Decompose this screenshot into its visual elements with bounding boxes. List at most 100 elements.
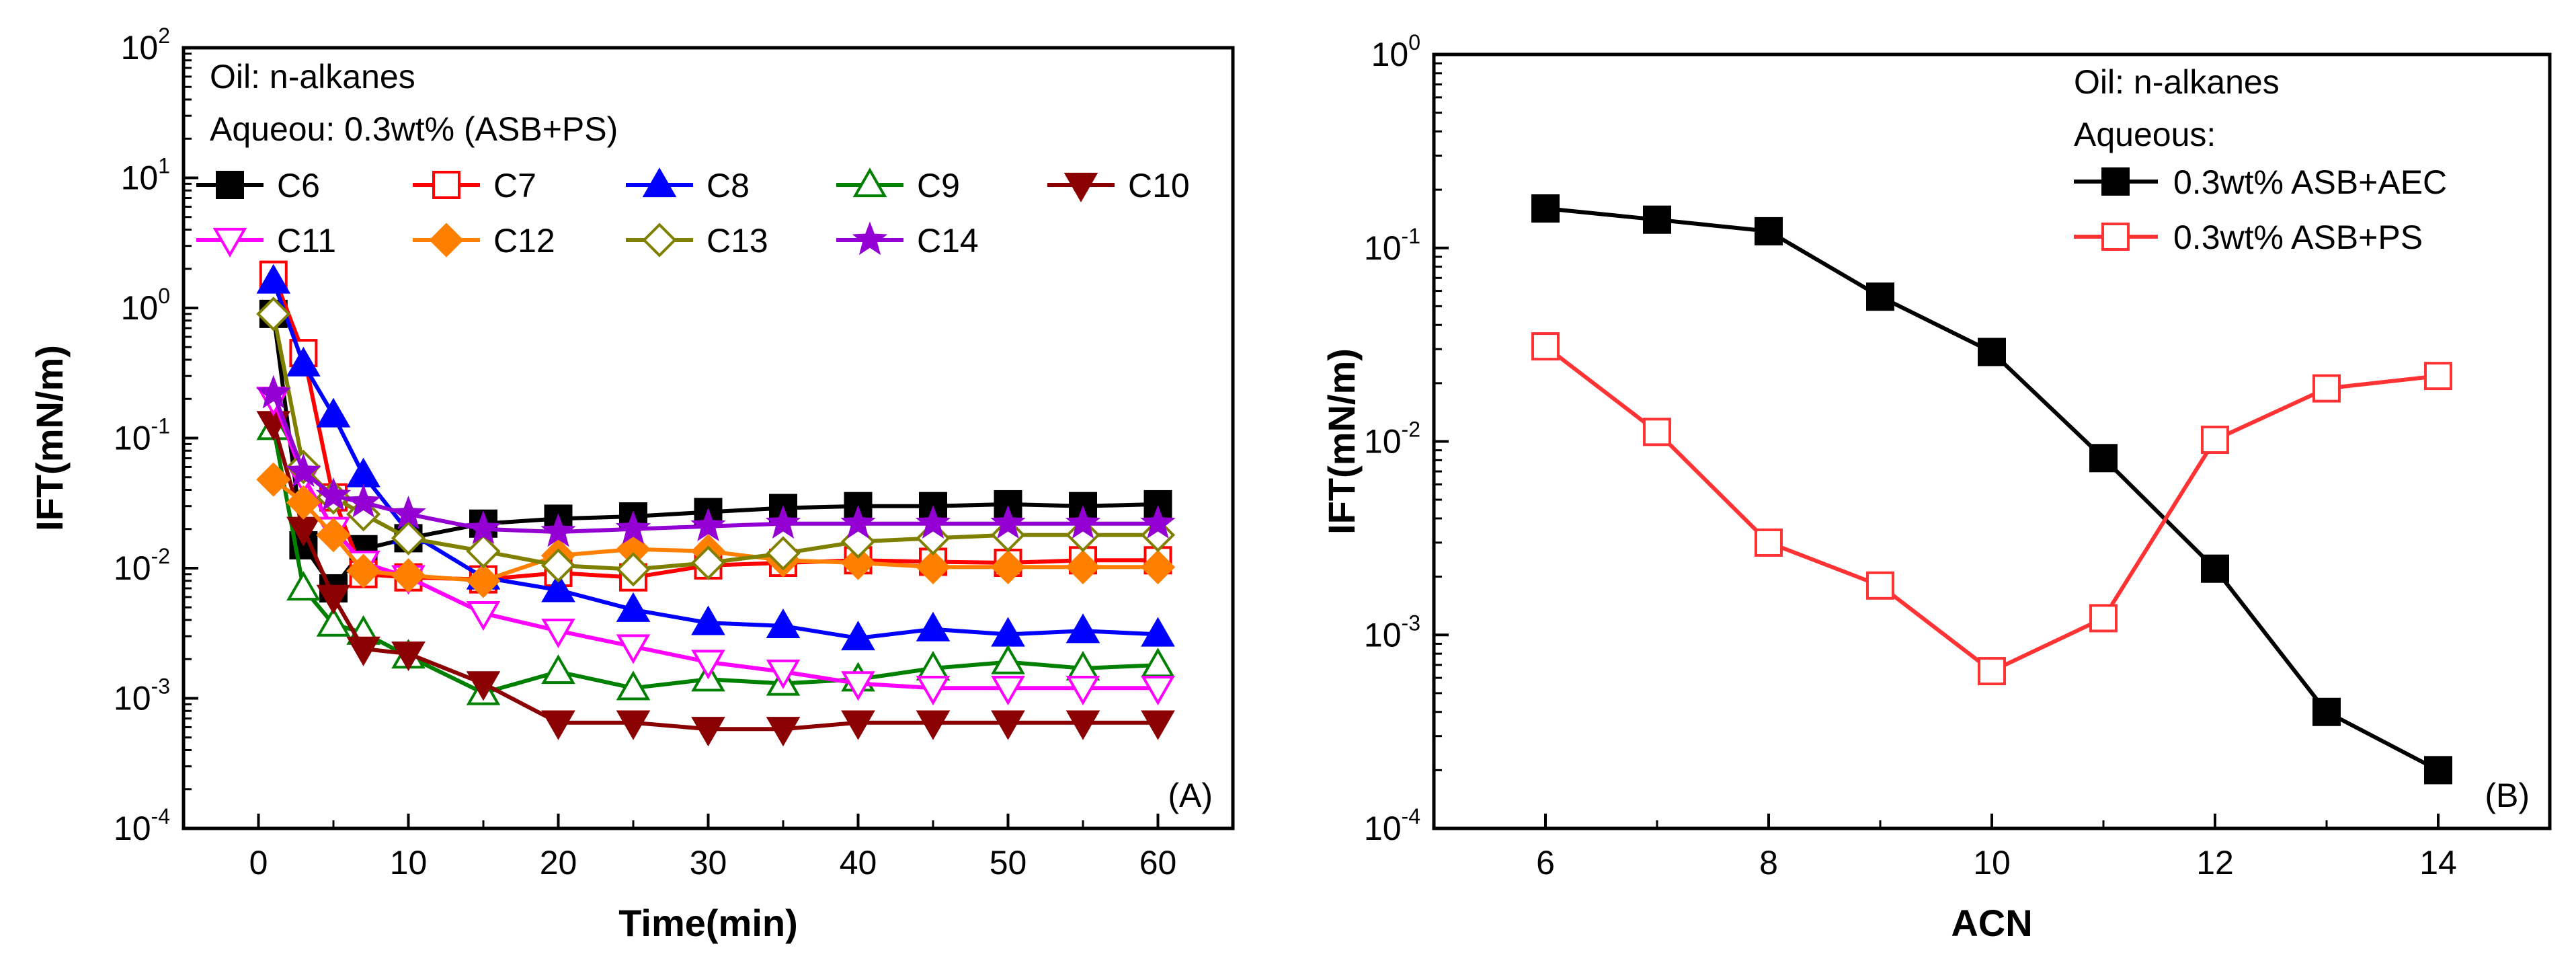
- annotation-text: Aqueous:: [2074, 116, 2216, 153]
- y-tick-base: 10: [1364, 616, 1402, 654]
- data-point: [990, 549, 1026, 584]
- legend-item: C12: [413, 222, 555, 260]
- legend-a: C6 C7 C8 C9 C10 C11 C12 C13 C14: [196, 167, 1190, 260]
- y-tick-label: 10-3: [1364, 611, 1420, 654]
- data-point: [1866, 571, 1894, 600]
- series-c14: [255, 375, 1176, 547]
- data-point: [466, 563, 501, 598]
- data-point: [840, 545, 876, 580]
- y-tick-label: 10-1: [114, 414, 170, 457]
- data-point: [2424, 362, 2452, 391]
- y-tick-exponent: -2: [151, 544, 170, 568]
- legend-label: C14: [917, 222, 979, 260]
- data-point: [1141, 617, 1175, 647]
- series-line: [1545, 206, 2440, 773]
- y-tick-base: 10: [1371, 36, 1409, 73]
- series-0-3wt-asb-aec: [1531, 194, 2452, 785]
- data-point: [840, 505, 876, 539]
- data-point: [616, 710, 651, 740]
- y-tick-exponent: 2: [158, 24, 170, 48]
- x-tick-label: 50: [990, 844, 1027, 882]
- legend-marker: [642, 223, 677, 258]
- data-point: [315, 477, 352, 511]
- legend-marker: [1063, 172, 1098, 202]
- x-tick-label: 6: [1536, 844, 1555, 882]
- legend-label: C8: [707, 167, 750, 204]
- data-point: [2312, 697, 2341, 726]
- legend-marker: [432, 171, 460, 199]
- data-point: [466, 600, 501, 631]
- x-tick-label: 12: [2196, 844, 2234, 882]
- legend-label: C13: [707, 222, 768, 260]
- data-point: [256, 297, 291, 332]
- x-tick-label: 10: [1973, 844, 2011, 882]
- data-point: [1065, 710, 1100, 740]
- y-tick-base: 10: [1364, 423, 1402, 461]
- data-point: [916, 611, 951, 641]
- legend-label: C11: [277, 222, 336, 260]
- x-tick-label: 20: [540, 844, 577, 882]
- data-point: [766, 536, 801, 571]
- data-point: [991, 644, 1025, 674]
- legend-marker: [2101, 223, 2130, 251]
- x-axis-label: ACN: [1951, 902, 2032, 944]
- y-tick-exponent: -3: [1402, 611, 1420, 635]
- data-point: [2089, 604, 2118, 633]
- legend-label: 0.3wt% ASB+PS: [2173, 219, 2423, 256]
- data-point: [1141, 710, 1175, 740]
- y-tick-label: 10-3: [114, 674, 170, 717]
- data-point: [690, 545, 726, 580]
- y-tick-label: 100: [121, 284, 170, 327]
- data-point: [346, 483, 381, 518]
- data-point: [2089, 444, 2118, 473]
- plot-frame: [182, 46, 1235, 830]
- data-point: [540, 513, 576, 547]
- legend-item: C8: [626, 167, 750, 204]
- legend-marker: [216, 171, 244, 199]
- data-point: [1140, 505, 1176, 539]
- data-point: [690, 508, 726, 541]
- data-point: [256, 264, 291, 294]
- annotation-text: Oil: n-alkanes: [210, 58, 415, 95]
- y-tick-exponent: -4: [1402, 804, 1420, 828]
- data-point: [2424, 756, 2452, 785]
- y-tick-exponent: -2: [1402, 418, 1420, 442]
- data-point: [391, 641, 426, 672]
- y-tick-exponent: -1: [1402, 224, 1420, 248]
- legend-marker: [429, 223, 464, 258]
- data-point: [765, 505, 801, 539]
- y-tick-base: 10: [114, 549, 151, 587]
- legend-label: 0.3wt% ASB+AEC: [2173, 163, 2447, 201]
- legend-item: C7: [413, 167, 536, 204]
- data-point: [1755, 217, 1783, 245]
- y-tick-label: 10-1: [1364, 224, 1420, 267]
- annotation-text: Oil: n-alkanes: [2074, 63, 2280, 101]
- data-point: [316, 607, 351, 637]
- y-tick-base: 10: [1364, 810, 1402, 847]
- legend-marker: [642, 167, 677, 198]
- y-tick-base: 10: [121, 159, 159, 197]
- data-point: [286, 485, 321, 520]
- legend-label: C9: [917, 167, 960, 204]
- x-tick-label: 40: [840, 844, 877, 882]
- series-c10: [256, 411, 1175, 747]
- data-point: [691, 717, 725, 747]
- series-0-3wt-asb-ps: [1531, 332, 2452, 686]
- data-point: [616, 634, 651, 664]
- data-point: [2201, 426, 2229, 455]
- data-point: [256, 462, 291, 497]
- y-tick-base: 10: [114, 420, 151, 457]
- data-point: [691, 605, 725, 635]
- data-point: [286, 453, 321, 487]
- y-axis-label: IFT(mN/m): [1320, 348, 1363, 535]
- data-point: [991, 676, 1025, 706]
- panel-label: (B): [2485, 777, 2530, 814]
- data-point: [766, 608, 801, 639]
- data-point: [616, 670, 651, 701]
- y-tick-base: 10: [121, 29, 159, 67]
- y-tick-exponent: 1: [158, 154, 170, 178]
- data-point: [841, 710, 875, 740]
- data-point: [1065, 505, 1101, 539]
- data-point: [2312, 374, 2341, 403]
